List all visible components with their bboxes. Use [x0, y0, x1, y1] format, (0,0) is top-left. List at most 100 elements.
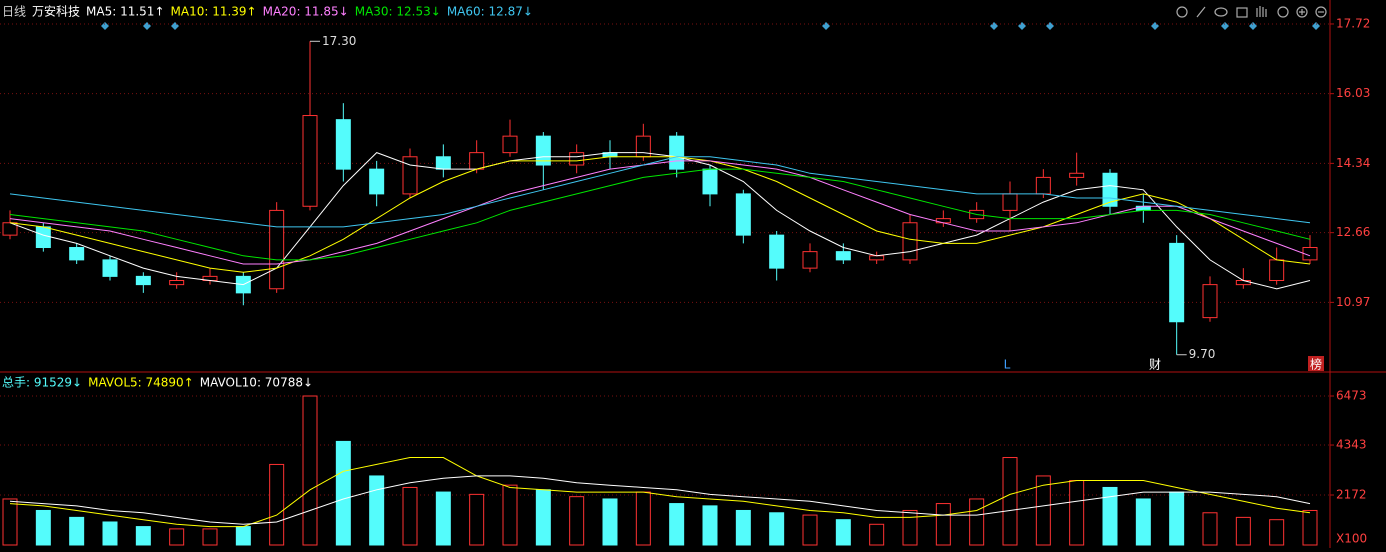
tool-icon[interactable] [1296, 6, 1308, 18]
legend-label: MA5: 11.51↑ [86, 5, 164, 19]
candle-body [935, 218, 951, 224]
candle-body [1269, 259, 1285, 282]
tool-icon[interactable] [1196, 6, 1206, 18]
unit-label: X100 [1336, 532, 1367, 546]
mavol-line [9, 475, 1311, 525]
candle-body [435, 156, 451, 170]
y-tick-label: 2172 [1336, 488, 1367, 502]
candle-body [135, 275, 151, 286]
candle-body [1002, 193, 1018, 211]
candle-body [1235, 280, 1251, 286]
legend-label: 万安科技 [32, 4, 80, 19]
max-label: 17.30 [322, 34, 356, 48]
y-tick-label: 12.66 [1336, 225, 1370, 239]
legend-label: MA60: 12.87↓ [447, 5, 533, 19]
candle-body [169, 280, 185, 286]
volume-bar [102, 521, 118, 546]
volume-bar [1002, 457, 1018, 546]
volume-bar [769, 512, 785, 546]
candle-body [735, 193, 751, 236]
volume-bar [302, 395, 318, 546]
volume-bar [802, 514, 818, 546]
candle-body [535, 135, 551, 166]
y-tick-label: 16.03 [1336, 86, 1370, 100]
legend-label: 日线 [2, 5, 26, 19]
volume-bar [402, 486, 418, 546]
volume-bar [1135, 498, 1151, 546]
volume-bar [502, 484, 518, 546]
toolbar [1176, 6, 1327, 18]
candle-body [102, 259, 118, 277]
volume-bar [569, 496, 585, 546]
candle-body [502, 135, 518, 154]
ma-line [9, 156, 1311, 273]
volume-bar [202, 528, 218, 546]
volume-bar [35, 509, 51, 546]
candle-body [402, 156, 418, 195]
volume-bar [535, 489, 551, 546]
y-tick-label: 10.97 [1336, 295, 1370, 309]
volume-bar [269, 463, 285, 546]
volume-bar [1035, 475, 1051, 546]
volume-bar [1102, 486, 1118, 546]
candle-body [369, 168, 385, 195]
volume-bar [1302, 509, 1318, 546]
volume-bar [2, 498, 18, 546]
volume-bar [702, 505, 718, 546]
marker-label: 财 [1149, 358, 1161, 372]
y-tick-label: 6473 [1336, 389, 1367, 403]
volume-bar [1202, 512, 1218, 546]
ma-line [9, 152, 1311, 290]
tool-icon[interactable] [1236, 7, 1248, 18]
candle-body [69, 247, 85, 261]
volume-bar [1169, 491, 1185, 546]
volume-bar [935, 503, 951, 546]
candle-body [302, 115, 318, 207]
volume-bar [69, 516, 85, 546]
volume-bar [635, 491, 651, 546]
volume-bar [369, 475, 385, 546]
legend-label: MA20: 11.85↓ [263, 5, 349, 19]
tool-icon[interactable] [1176, 6, 1188, 18]
volume-bar [235, 526, 251, 546]
candle-body [869, 255, 885, 261]
y-tick-label: 17.72 [1336, 16, 1370, 30]
candle-body [1069, 172, 1085, 178]
candle-body [1169, 242, 1185, 323]
volume-bar [969, 498, 985, 546]
tool-icon[interactable] [1315, 6, 1327, 18]
volume-bar [602, 498, 618, 546]
candle-body [2, 222, 18, 236]
legend-label: MAVOL10: 70788↓ [200, 376, 313, 390]
tool-icon[interactable] [1299, 9, 1305, 15]
candle-body [1035, 176, 1051, 195]
mavol-line [9, 457, 1311, 528]
volume-bar [135, 526, 151, 546]
volume-bar [735, 509, 751, 546]
event-diamond[interactable] [101, 22, 109, 30]
candle-body [269, 209, 285, 290]
ma-line [9, 168, 1311, 261]
candle-body [835, 251, 851, 261]
marker-label: 榜 [1310, 357, 1322, 372]
event-diamond[interactable] [1221, 22, 1229, 30]
volume-bar [1069, 480, 1085, 546]
legend-label: MA10: 11.39↑ [171, 5, 257, 19]
y-tick-label: 4343 [1336, 438, 1367, 452]
legend-label: MA30: 12.53↓ [355, 5, 441, 19]
candle-body [702, 168, 718, 195]
candle-body [902, 222, 918, 261]
marker-badge [1308, 356, 1324, 371]
event-diamond[interactable] [1249, 22, 1257, 30]
tool-icon[interactable] [1214, 7, 1228, 17]
tool-icon[interactable] [1256, 6, 1267, 17]
candle-body [35, 226, 51, 249]
tool-icon[interactable] [1277, 6, 1289, 18]
candle-body [1135, 205, 1151, 211]
marker-label: L [1004, 358, 1011, 372]
event-diamond[interactable] [1312, 22, 1320, 30]
legend-label: MAVOL5: 74890↑ [88, 376, 194, 390]
